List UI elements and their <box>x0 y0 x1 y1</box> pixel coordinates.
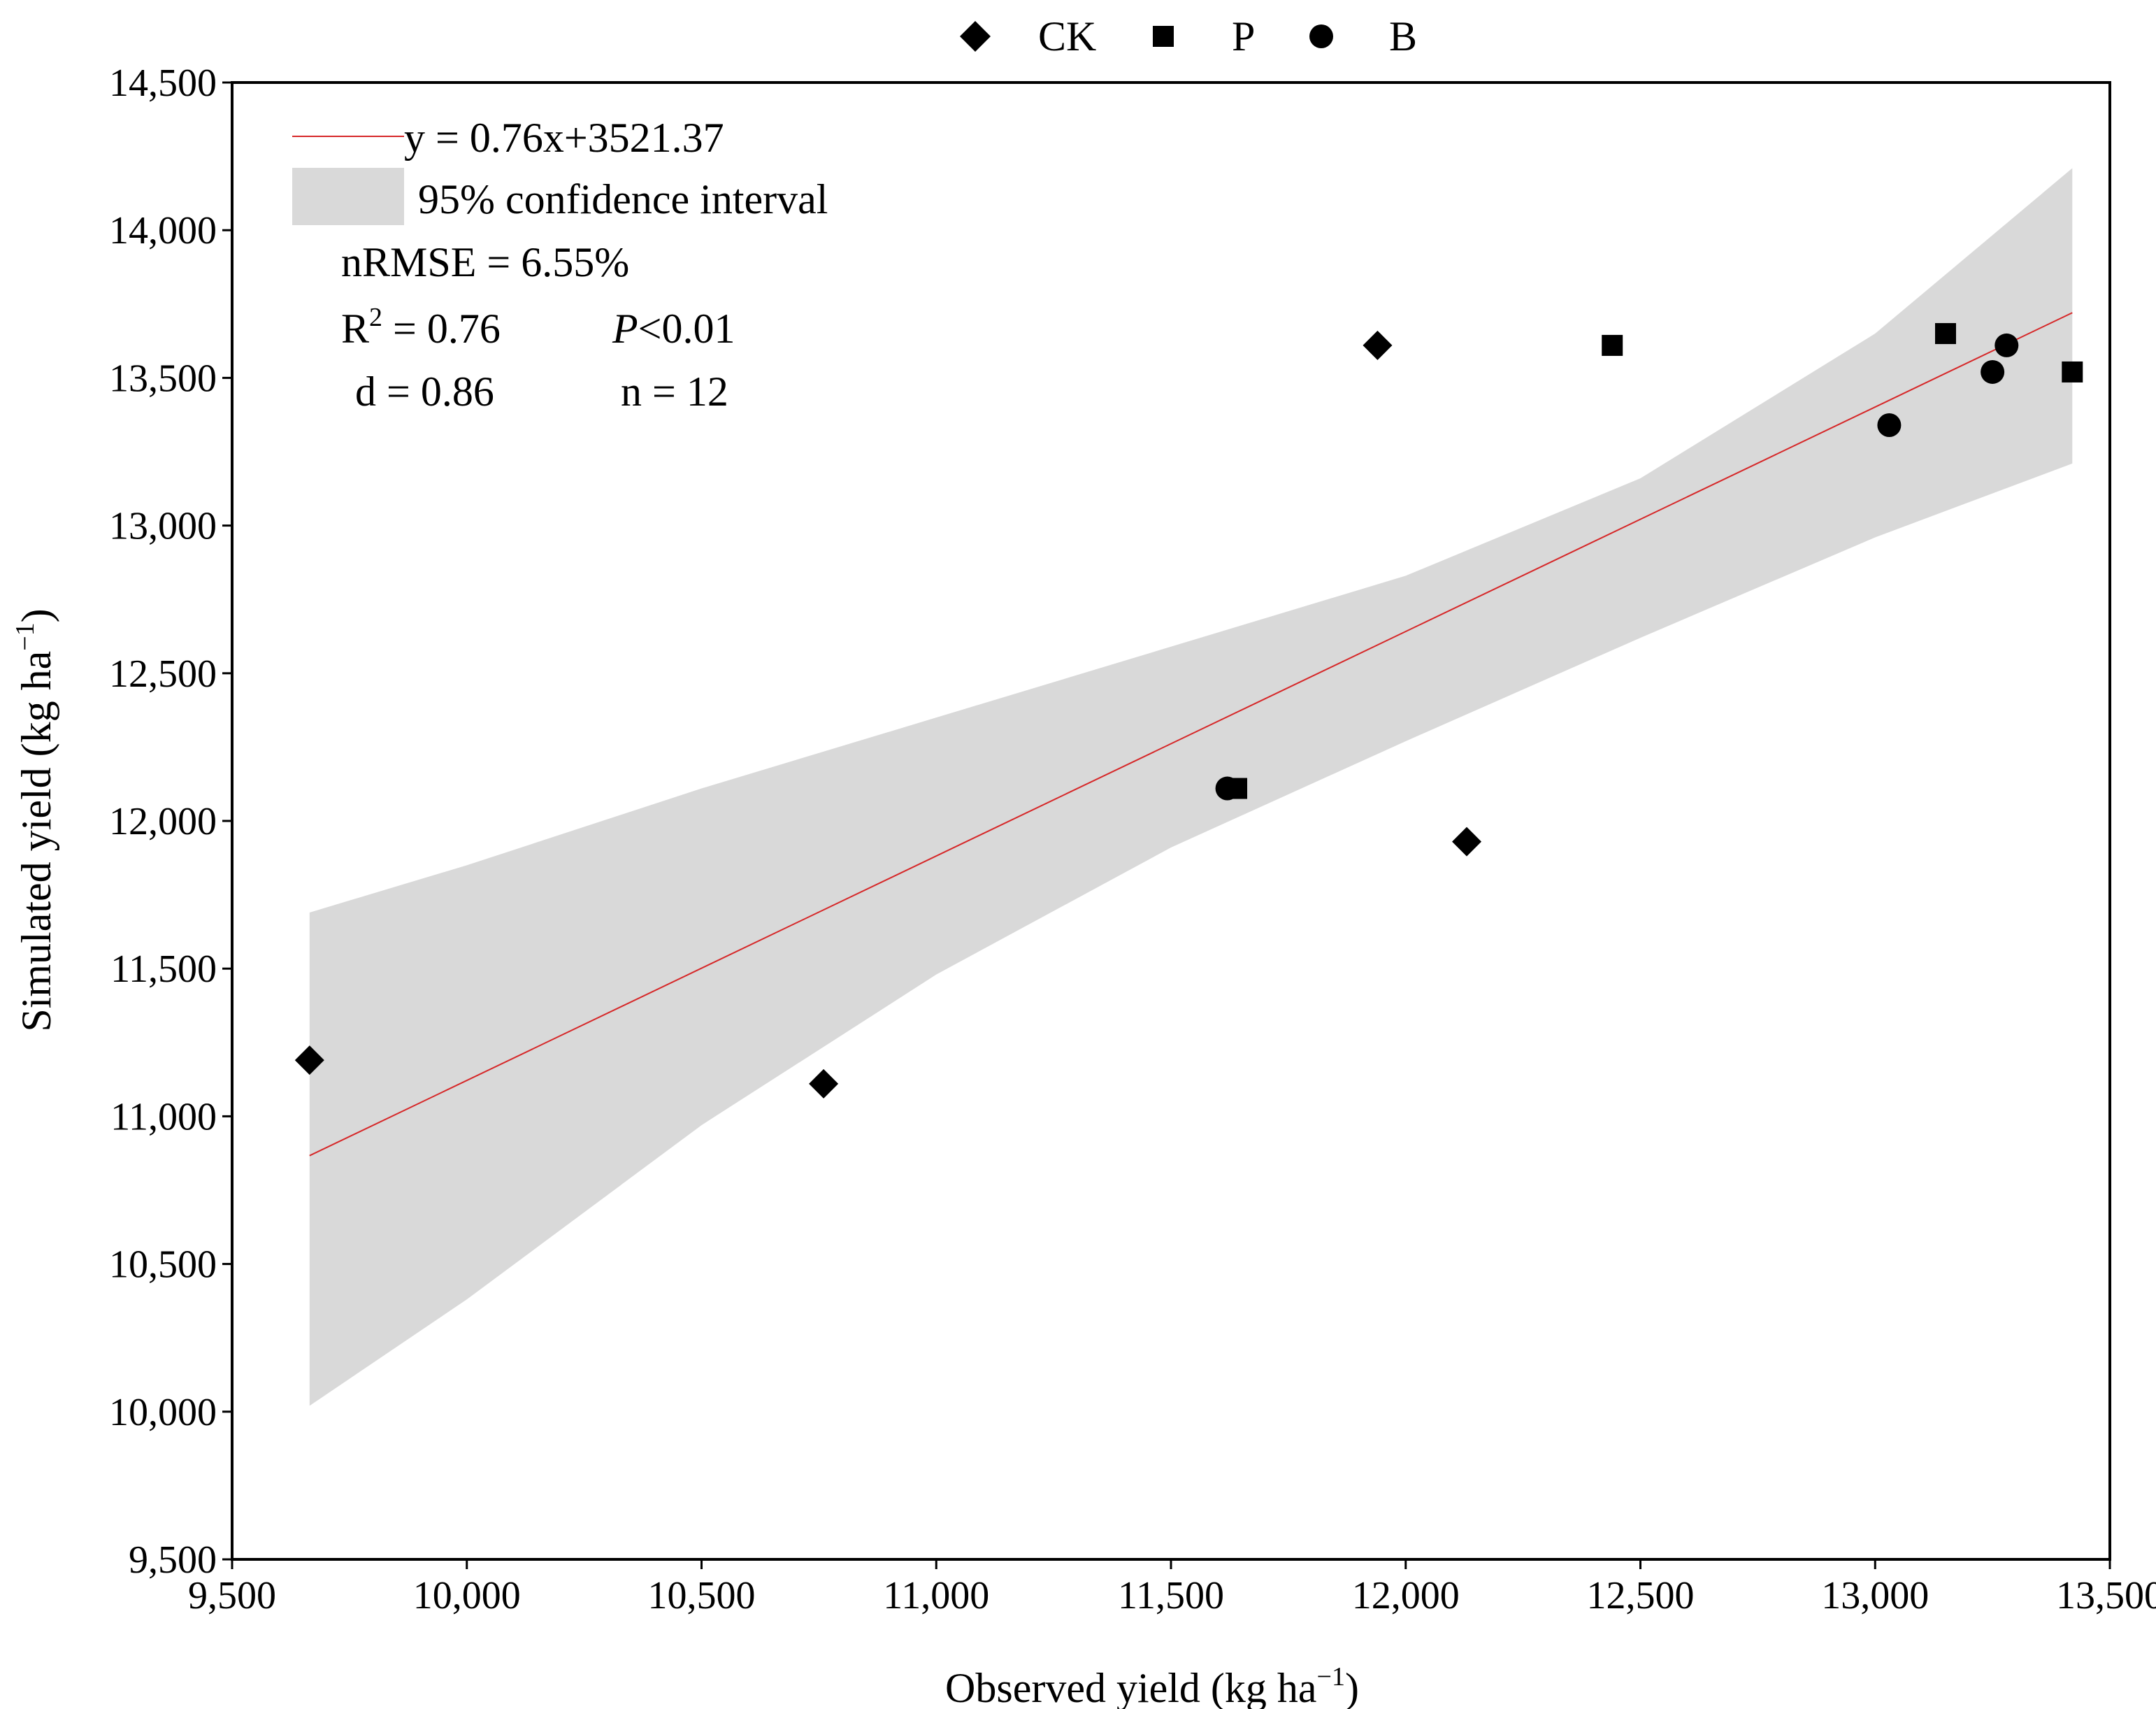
point-p <box>2062 361 2083 382</box>
y-tick-label: 14,500 <box>109 62 217 105</box>
y-tick-label: 11,000 <box>110 1095 217 1138</box>
legend-item-p: P <box>1153 13 1255 59</box>
r2-text: R2 = 0.76 <box>341 303 501 352</box>
y-tick-label: 10,500 <box>109 1243 217 1287</box>
y-axis-title: Simulated yield (kg ha−1) <box>10 608 59 1031</box>
x-tick-label: 10,500 <box>648 1574 756 1617</box>
x-axis-title-exponent: −1 <box>1317 1662 1345 1692</box>
nrmse-text: nRMSE = 6.55% <box>341 239 629 285</box>
confidence-band-layer <box>309 168 2073 1406</box>
point-p <box>1602 334 1623 356</box>
y-tick-label: 14,000 <box>109 209 217 252</box>
legend-circle-marker <box>1309 24 1333 48</box>
x-axis-title-text: Observed yield (kg ha <box>945 1665 1317 1709</box>
x-tick-label: 9,500 <box>188 1574 276 1617</box>
legend-item-ck: CK <box>960 13 1096 59</box>
y-axis-title-exponent: −1 <box>10 622 40 650</box>
stats-annotations: y = 0.76x+3521.37 95% confidence interva… <box>292 115 828 415</box>
point-b <box>1215 776 1239 801</box>
point-b <box>1877 413 1902 437</box>
point-ck <box>809 1068 839 1099</box>
legend: CK P B <box>960 13 1417 59</box>
x-tick-label: 12,000 <box>1352 1574 1460 1617</box>
data-points-layer <box>294 323 2083 1099</box>
y-tick-label: 11,500 <box>110 948 217 991</box>
y-tick-label: 9,500 <box>129 1538 217 1582</box>
regression-equation: y = 0.76x+3521.37 <box>404 115 724 161</box>
confidence-legend-label: 95% confidence interval <box>418 176 828 222</box>
point-b <box>1981 359 2005 384</box>
x-tick-label: 10,000 <box>413 1574 521 1617</box>
y-axis-title-text: Simulated yield (kg ha <box>13 651 59 1032</box>
x-tick-label: 11,000 <box>883 1574 989 1617</box>
point-ck <box>1363 330 1393 360</box>
x-tick-label: 12,500 <box>1587 1574 1695 1617</box>
legend-square-marker <box>1153 26 1174 47</box>
y-tick-label: 13,500 <box>109 357 217 400</box>
point-ck <box>1452 827 1482 857</box>
x-axis-ticks: 9,500 10,000 10,500 11,000 11,500 12,000 12,50… <box>188 1559 2156 1617</box>
confidence-legend-swatch <box>292 168 404 225</box>
y-axis-ticks: 9,500 10,000 10,500 11,000 11,500 12,000 12,50… <box>109 62 232 1582</box>
confidence-band <box>309 168 2073 1406</box>
y-tick-label: 10,000 <box>109 1391 217 1434</box>
d-text: d = 0.86 <box>355 369 494 415</box>
point-p <box>1934 323 1956 345</box>
legend-label-ck: CK <box>1038 13 1096 59</box>
y-tick-label: 13,000 <box>109 505 217 548</box>
x-tick-label: 13,000 <box>1821 1574 1929 1617</box>
legend-diamond-marker <box>960 21 991 52</box>
legend-label-b: B <box>1389 13 1417 59</box>
legend-item-b: B <box>1309 13 1417 59</box>
x-axis-title: Observed yield (kg ha−1) <box>945 1662 1359 1709</box>
y-tick-label: 12,500 <box>109 652 217 696</box>
regression-line <box>309 312 2073 1157</box>
x-tick-label: 11,500 <box>1118 1574 1224 1617</box>
point-ck <box>294 1045 324 1075</box>
y-tick-label: 12,000 <box>109 800 217 843</box>
legend-label-p: P <box>1232 13 1255 59</box>
regression-line-layer <box>309 312 2073 1157</box>
p-value-text: P<0.01 <box>612 306 735 352</box>
x-tick-label: 13,500 <box>2056 1574 2156 1617</box>
n-text: n = 12 <box>621 369 728 415</box>
point-b <box>1995 333 2019 357</box>
